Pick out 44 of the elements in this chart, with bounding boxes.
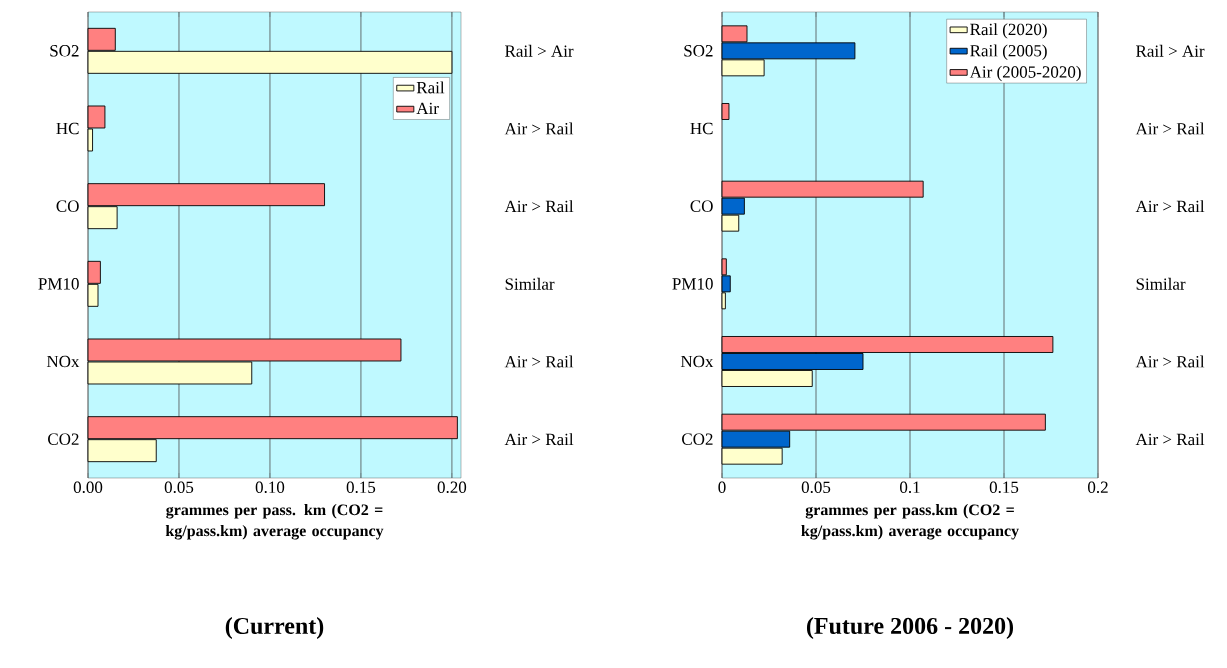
y-tick-label: PM10 bbox=[672, 278, 713, 290]
text: Rail > Air bbox=[1136, 44, 1205, 57]
x-tick-label: 0.15 bbox=[989, 481, 1019, 494]
text: Air > Rail bbox=[1135, 355, 1205, 368]
text: Rail > Air bbox=[505, 44, 574, 57]
x-tick-label: 0.00 bbox=[73, 481, 103, 494]
x-axis-title: grammes per pass. km (CO2 = kg/pass.km) average occupancy bbox=[165, 503, 384, 540]
text: Air > Rail bbox=[1135, 122, 1205, 135]
legend-label: Rail (2020) bbox=[970, 23, 1047, 39]
y-tick-label: CO2 bbox=[682, 433, 713, 445]
text: Air > Rail bbox=[504, 355, 574, 368]
text: Air > Rail bbox=[504, 433, 574, 446]
text: Air > Rail bbox=[504, 200, 574, 213]
text: Air > Rail bbox=[1135, 200, 1205, 213]
y-tick-label: PM10 bbox=[38, 278, 79, 290]
legend-label: Air (2005-2020) bbox=[969, 65, 1081, 82]
x-tick-label: 0.05 bbox=[164, 481, 194, 494]
x-axis-title: grammes per pass.km (CO2 = kg/pass.km) average occupancy bbox=[801, 503, 1019, 540]
text: Similar bbox=[505, 277, 555, 290]
text: (Current) bbox=[225, 617, 324, 639]
text: Air > Rail bbox=[504, 122, 574, 135]
y-tick-label: NOx bbox=[680, 355, 714, 368]
x-tick-label: 0.10 bbox=[255, 481, 285, 494]
x-tick-label: 0.1 bbox=[900, 481, 920, 494]
x-tick-label: 0.20 bbox=[437, 481, 467, 494]
legend-label: Air bbox=[416, 102, 439, 114]
x-tick-label: 0.2 bbox=[1088, 481, 1108, 494]
y-tick-label: CO2 bbox=[48, 433, 79, 445]
y-tick-label: SO2 bbox=[50, 45, 79, 57]
y-tick-label: HC bbox=[56, 122, 79, 135]
legend-label: Rail bbox=[416, 81, 445, 94]
y-tick-label: NOx bbox=[46, 355, 80, 368]
legend-label: Rail (2005) bbox=[970, 44, 1047, 60]
y-tick-label: HC bbox=[690, 122, 713, 135]
y-tick-label: CO bbox=[690, 200, 713, 212]
bar bbox=[721, 103, 730, 120]
y-tick-label: CO bbox=[56, 200, 79, 212]
x-tick-label: 0.05 bbox=[801, 481, 831, 494]
text: (Future 2006 - 2020) bbox=[806, 617, 1014, 639]
text: Air > Rail bbox=[1135, 433, 1205, 446]
text: Similar bbox=[1136, 277, 1186, 290]
x-tick-label: 0.15 bbox=[346, 481, 376, 494]
y-tick-label: SO2 bbox=[684, 45, 713, 57]
x-tick-label: 0 bbox=[718, 481, 726, 494]
